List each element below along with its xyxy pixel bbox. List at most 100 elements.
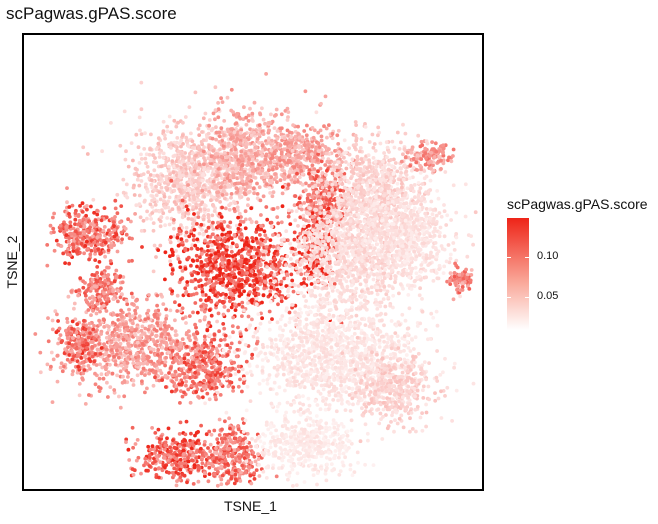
- scatter-point: [126, 217, 130, 222]
- scatter-point: [332, 168, 336, 172]
- scatter-point: [285, 148, 290, 153]
- scatter-point: [274, 107, 279, 112]
- scatter-point: [335, 214, 339, 219]
- scatter-point: [368, 199, 372, 204]
- scatter-point: [252, 254, 257, 259]
- scatter-point: [201, 116, 206, 121]
- scatter-point: [217, 236, 221, 241]
- scatter-point: [136, 173, 141, 178]
- scatter-point: [328, 265, 333, 270]
- scatter-point: [201, 273, 205, 277]
- scatter-point: [362, 190, 367, 195]
- scatter-point: [212, 209, 217, 214]
- scatter-point: [193, 90, 198, 95]
- scatter-point: [154, 160, 159, 165]
- scatter-point: [226, 233, 230, 238]
- scatter-point: [194, 153, 198, 158]
- scatter-point: [119, 230, 124, 235]
- scatter-point: [256, 292, 261, 297]
- scatter-point: [244, 141, 249, 146]
- scatter-point: [231, 110, 236, 114]
- scatter-point: [220, 232, 225, 237]
- scatter-point: [225, 265, 230, 269]
- scatter-point: [152, 188, 157, 192]
- scatter-point: [81, 217, 86, 222]
- scatter-point: [199, 260, 204, 264]
- scatter-point: [169, 178, 174, 183]
- scatter-point: [275, 129, 280, 133]
- scatter-point: [408, 164, 413, 168]
- scatter-point: [297, 175, 302, 180]
- scatter-point: [276, 233, 281, 238]
- scatter-point: [179, 138, 184, 143]
- scatter-point: [268, 191, 272, 195]
- scatter-point: [233, 201, 237, 206]
- scatter-point: [77, 288, 81, 293]
- scatter-point: [252, 142, 257, 147]
- scatter-point: [213, 242, 218, 246]
- scatter-point: [307, 149, 311, 153]
- scatter-point: [302, 143, 307, 148]
- scatter-point: [375, 172, 380, 177]
- scatter-point: [93, 218, 98, 223]
- scatter-point: [195, 264, 199, 269]
- scatter-point: [228, 201, 233, 206]
- scatter-point: [138, 215, 143, 220]
- scatter-point: [376, 133, 380, 138]
- scatter-point: [298, 204, 303, 209]
- scatter-point: [175, 164, 180, 168]
- scatter-point: [249, 179, 254, 183]
- scatter-point: [278, 178, 283, 183]
- scatter-point: [181, 142, 185, 146]
- scatter-point: [181, 120, 185, 125]
- scatter-point: [227, 207, 232, 212]
- scatter-point: [285, 254, 290, 259]
- scatter-point: [137, 183, 142, 188]
- scatter-point: [240, 314, 244, 318]
- scatter-point: [203, 282, 208, 287]
- scatter-point: [172, 118, 177, 123]
- scatter-point: [152, 168, 157, 173]
- scatter-point: [229, 192, 234, 196]
- scatter-point: [141, 218, 146, 223]
- scatter-point: [97, 260, 102, 264]
- scatter-point: [286, 153, 291, 158]
- scatter-point: [134, 132, 139, 137]
- scatter-point: [170, 271, 175, 276]
- scatter-point: [249, 219, 254, 224]
- scatter-point: [221, 239, 226, 243]
- scatter-point: [103, 287, 108, 292]
- scatter-point: [45, 243, 50, 247]
- scatter-point: [135, 177, 140, 182]
- scatter-point: [278, 143, 283, 148]
- scatter-point: [95, 279, 99, 284]
- scatter-point: [263, 157, 268, 162]
- scatter-point: [139, 157, 144, 161]
- scatter-point: [333, 173, 338, 178]
- scatter-point: [172, 188, 177, 193]
- scatter-point: [235, 205, 240, 210]
- scatter-point: [170, 253, 175, 257]
- scatter-point: [244, 122, 249, 127]
- scatter-point: [229, 245, 234, 249]
- scatter-point: [125, 302, 130, 307]
- scatter-point: [261, 194, 266, 199]
- scatter-point: [206, 225, 211, 230]
- scatter-point: [237, 271, 242, 275]
- scatter-point: [172, 180, 177, 185]
- scatter-point: [389, 158, 393, 162]
- scatter-point: [282, 136, 287, 141]
- scatter-point: [201, 149, 206, 154]
- scatter-point: [316, 169, 320, 174]
- scatter-point: [359, 186, 364, 191]
- scatter-point: [90, 228, 95, 233]
- scatter-point: [231, 173, 236, 178]
- scatter-point: [384, 175, 389, 179]
- scatter-point: [387, 162, 391, 167]
- scatter-point: [206, 208, 211, 213]
- scatter-point: [217, 267, 222, 272]
- scatter-point: [207, 123, 212, 128]
- scatter-point: [258, 112, 263, 117]
- scatter-point: [346, 162, 351, 167]
- scatter-point: [419, 157, 424, 161]
